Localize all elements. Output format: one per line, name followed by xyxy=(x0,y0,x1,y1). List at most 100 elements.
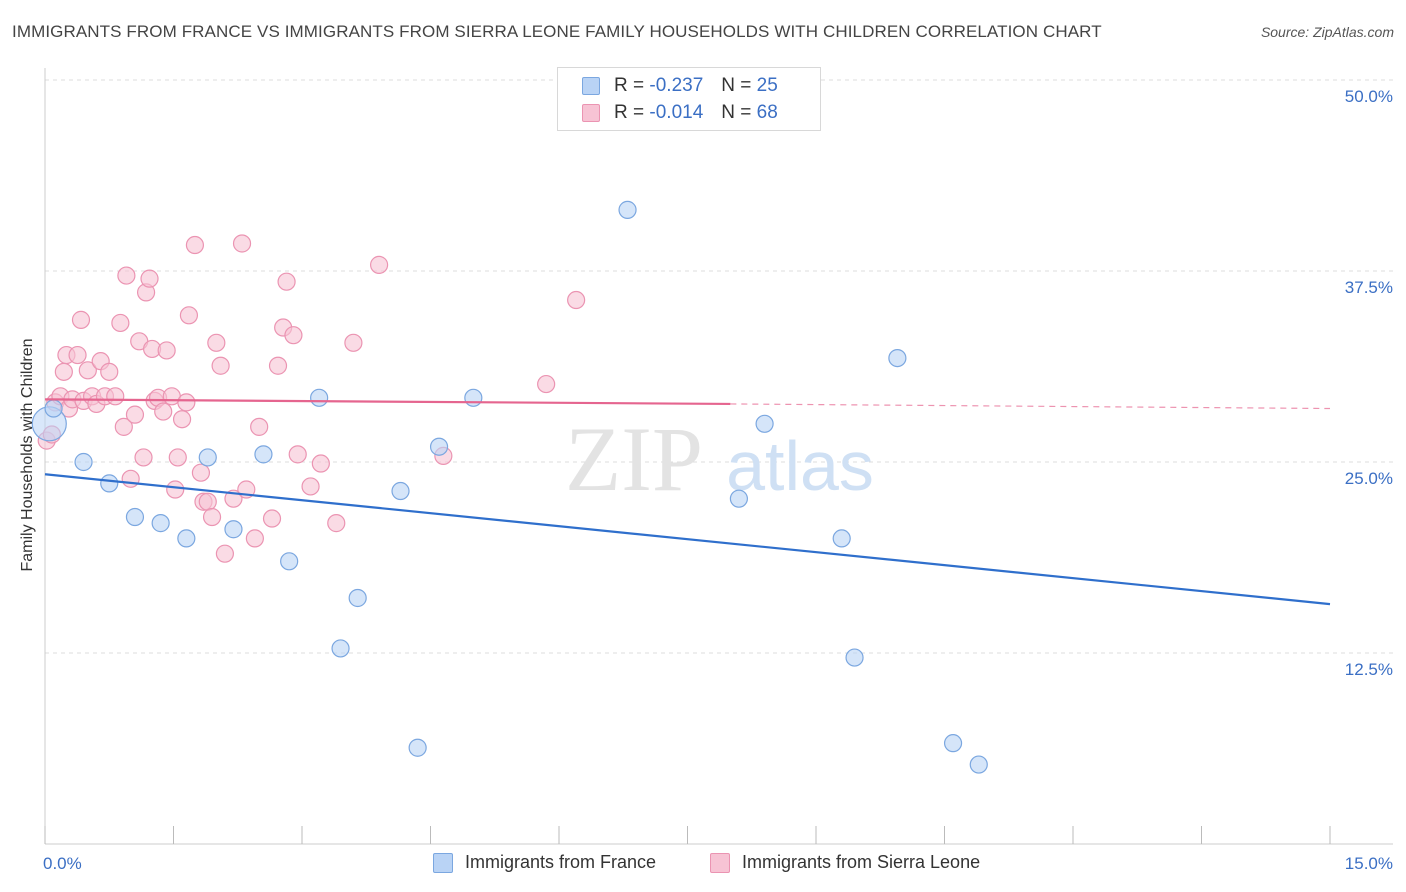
trend-lines xyxy=(44,398,1331,606)
bottom-legend-sierra: Immigrants from Sierra Leone xyxy=(710,852,980,873)
data-point-sierra-leone xyxy=(202,507,222,527)
data-point-sierra-leone xyxy=(117,266,136,285)
data-point-france xyxy=(310,388,329,407)
data-point-france xyxy=(729,489,749,508)
source-label: Source: ZipAtlas.com xyxy=(1260,24,1394,40)
data-point-france xyxy=(331,639,350,658)
data-point-sierra-leone xyxy=(262,509,282,528)
data-point-france xyxy=(198,448,217,467)
data-point-sierra-leone xyxy=(288,445,307,464)
legend-row-sierra: R = -0.014 N = 68 xyxy=(582,101,778,125)
legend-n-label: N = xyxy=(721,75,752,96)
data-point-sierra-leone xyxy=(232,234,252,253)
data-point-sierra-leone xyxy=(154,402,173,421)
legend-swatch-sierra xyxy=(582,104,600,122)
data-point-france xyxy=(755,414,774,433)
data-point-france xyxy=(177,529,196,548)
data-point-sierra-leone xyxy=(250,417,269,436)
data-point-sierra-leone xyxy=(211,356,230,375)
data-point-sierra-leone xyxy=(125,405,145,424)
legend-r-value-france: -0.237 xyxy=(649,75,704,96)
x-tick-label: 0.0% xyxy=(43,854,82,873)
data-point-france xyxy=(832,529,851,548)
legend-n-label: N = xyxy=(721,102,752,123)
y-tick-label: 50.0% xyxy=(1345,87,1393,106)
data-point-sierra-leone xyxy=(185,235,205,255)
data-point-sierra-leone xyxy=(207,333,226,352)
bottom-legend-swatch-france xyxy=(433,852,453,873)
data-point-france xyxy=(74,452,93,472)
data-point-france xyxy=(348,588,367,608)
trend-line-sierra-leone-extension xyxy=(730,403,1331,410)
data-point-france xyxy=(151,514,170,533)
data-point-sierra-leone xyxy=(311,454,330,473)
data-point-sierra-leone xyxy=(54,362,73,381)
legend-r-label: R = xyxy=(614,102,645,123)
legend-n-value-france: 25 xyxy=(756,75,778,96)
data-point-sierra-leone xyxy=(370,255,389,274)
data-point-france xyxy=(845,648,864,667)
data-point-sierra-leone xyxy=(134,448,153,467)
legend-n-value-sierra: 68 xyxy=(756,102,778,123)
gridlines xyxy=(45,79,1393,654)
data-point-sierra-leone xyxy=(111,313,130,333)
legend-row-france: R = -0.237 N = 25 xyxy=(582,74,778,98)
data-point-france xyxy=(464,388,483,407)
data-point-sierra-leone xyxy=(157,341,176,360)
axes xyxy=(44,68,1393,845)
data-point-sierra-leone xyxy=(177,393,196,412)
data-point-sierra-leone xyxy=(344,333,363,352)
data-point-sierra-leone xyxy=(179,306,199,325)
data-point-france xyxy=(254,445,273,464)
data-point-sierra-leone xyxy=(567,290,586,310)
data-point-sierra-leone xyxy=(191,463,211,482)
tick-labels: 12.5% 25.0% 37.5% 50.0% 0.0% 15.0% xyxy=(43,87,1393,873)
data-point-sierra-leone xyxy=(284,326,303,345)
x-tick-label: 15.0% xyxy=(1345,854,1393,873)
y-tick-label: 25.0% xyxy=(1345,469,1393,488)
bottom-legend-label-sierra: Immigrants from Sierra Leone xyxy=(742,852,981,872)
data-point-sierra-leone xyxy=(114,417,133,436)
data-point-sierra-leone xyxy=(168,448,187,467)
data-point-france xyxy=(888,348,907,368)
data-point-france xyxy=(969,755,988,774)
chart-title: IMMIGRANTS FROM FRANCE VS IMMIGRANTS FRO… xyxy=(12,22,1102,41)
watermark-zip: ZIP xyxy=(565,408,703,510)
series-france xyxy=(31,200,988,774)
legend-r-value-sierra: -0.014 xyxy=(649,102,704,123)
data-point-sierra-leone xyxy=(537,374,556,394)
bottom-legend-label-france: Immigrants from France xyxy=(465,852,657,872)
data-point-sierra-leone xyxy=(106,387,125,406)
watermark: ZIP atlas xyxy=(565,408,874,510)
data-point-sierra-leone xyxy=(140,269,159,288)
y-axis-label: Family Households with Children xyxy=(19,338,36,572)
data-point-sierra-leone xyxy=(215,544,234,563)
data-point-france xyxy=(280,552,299,571)
series-sierra-leone xyxy=(37,234,586,563)
data-point-france xyxy=(943,734,963,753)
data-point-france xyxy=(618,200,637,219)
correlation-legend: R = -0.237 N = 25 R = -0.014 N = 68 xyxy=(557,67,821,131)
data-point-sierra-leone xyxy=(121,469,140,488)
data-point-sierra-leone xyxy=(301,477,320,496)
data-point-sierra-leone xyxy=(198,492,217,511)
data-point-france xyxy=(224,520,243,539)
trend-line-france xyxy=(44,473,1331,606)
data-point-france xyxy=(408,738,427,757)
data-point-sierra-leone xyxy=(172,410,192,429)
data-point-france xyxy=(391,481,410,501)
data-point-sierra-leone xyxy=(71,310,91,329)
data-point-france xyxy=(125,507,145,527)
data-point-france xyxy=(44,399,63,418)
data-point-sierra-leone xyxy=(277,272,296,291)
bottom-legend-france: Immigrants from France xyxy=(433,852,656,873)
data-point-sierra-leone xyxy=(245,529,264,548)
y-tick-label: 12.5% xyxy=(1345,660,1393,679)
legend-r-label: R = xyxy=(614,75,645,96)
watermark-atlas: atlas xyxy=(726,427,874,505)
bottom-legend-swatch-sierra xyxy=(710,852,730,873)
data-point-sierra-leone xyxy=(268,356,288,375)
data-point-sierra-leone xyxy=(68,345,87,365)
data-point-sierra-leone xyxy=(327,514,346,533)
